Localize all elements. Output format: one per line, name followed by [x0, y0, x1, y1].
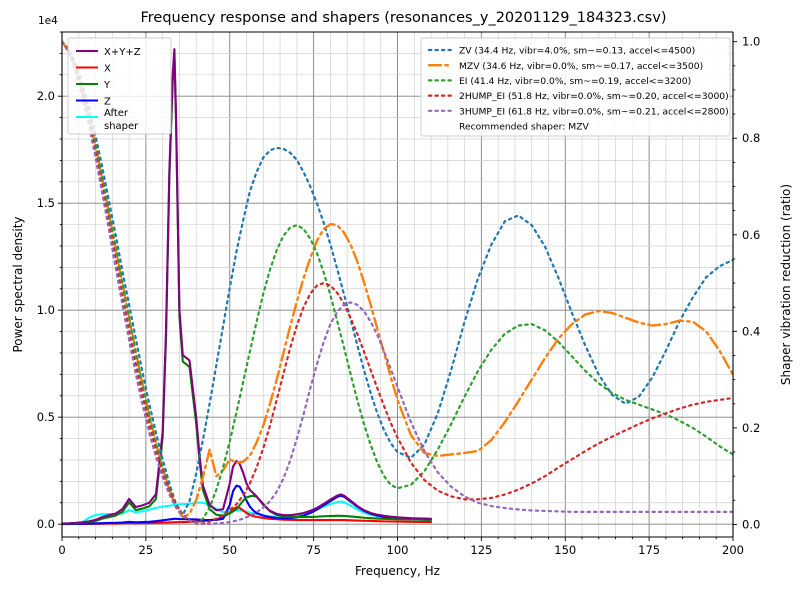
y-tick-label: 1.0	[37, 303, 55, 317]
y-tick-label-right: 0.4	[742, 324, 760, 338]
y-tick-label-right: 0.2	[742, 421, 760, 435]
shaper-curve-ei	[62, 40, 733, 525]
shaper-curve-3hump_ei	[62, 40, 733, 526]
x-tick-label: 50	[222, 543, 237, 557]
x-tick-label: 200	[722, 543, 744, 557]
y-tick-label: 0.0	[37, 517, 55, 531]
legend-left-label: X+Y+Z	[104, 47, 141, 58]
x-tick-label: 175	[638, 543, 660, 557]
legend-left-label: After	[104, 108, 129, 119]
legend-left-label: shaper	[104, 121, 139, 132]
legend-left-label: X	[104, 64, 111, 75]
y-axis-label-left: Power spectral density	[11, 216, 25, 352]
psd-curve-after-shaper	[62, 500, 433, 525]
legend-right: ZV (34.4 Hz, vibr=4.0%, sm~=0.13, accel<…	[420, 37, 731, 137]
y-tick-label: 2.0	[37, 89, 55, 103]
y-axis-right: 0.0 0.2 0.4 0.6 0.8 1.0 Shaper vibration reduc…	[733, 35, 793, 531]
legend-right-label: MZV (34.6 Hz, vibr=0.0%, sm~=0.17, accel…	[459, 61, 703, 72]
x-tick-label: 150	[554, 543, 576, 557]
legend-left-label: Z	[104, 97, 111, 108]
x-tick-label: 25	[139, 543, 154, 557]
psd-curve-y	[62, 54, 433, 525]
x-axis: 0 25 50 75 100 125 150 175 200 Frequency, Hz	[58, 537, 744, 578]
legend-left-box	[67, 37, 172, 135]
data-layer	[62, 40, 733, 526]
shaper-curve-mzv	[62, 40, 733, 519]
y-tick-label: 1.5	[37, 196, 55, 210]
x-axis-label: Frequency, Hz	[355, 564, 440, 578]
legend-right-label: 3HUMP_EI (61.8 Hz, vibr=0.0%, sm~=0.21, …	[459, 106, 729, 117]
x-tick-label: 125	[470, 543, 492, 557]
y-tick-label: 0.5	[37, 410, 55, 424]
y-tick-label-right: 0.8	[742, 131, 760, 145]
shaper-curve-2hump_ei	[62, 40, 733, 525]
legend-right-box	[420, 37, 731, 137]
shaper-curve-zv	[62, 40, 733, 516]
chart-title: Frequency response and shapers (resonanc…	[141, 10, 667, 26]
y-axis-left: 0.0 0.5 1.0 1.5 2.0 Power spectral density 1e4	[11, 15, 62, 531]
y-axis-label-right: Shaper vibration reduction (ratio)	[779, 184, 793, 385]
y-axis-offset-text: 1e4	[38, 15, 58, 27]
y-tick-label-right: 0.0	[742, 517, 760, 531]
legend-right-label: 2HUMP_EI (51.8 Hz, vibr=0.0%, sm~=0.20, …	[459, 91, 729, 102]
y-tick-label-right: 1.0	[742, 35, 760, 49]
x-tick-label: 100	[387, 543, 409, 557]
legend-right-note: Recommended shaper: MZV	[459, 122, 589, 133]
x-tick-label: 0	[58, 543, 65, 557]
legend-right-label: EI (41.4 Hz, vibr=0.0%, sm~=0.19, accel<…	[459, 76, 691, 87]
x-tick-label: 75	[306, 543, 321, 557]
y-tick-label-right: 0.6	[742, 228, 760, 242]
legend-right-label: ZV (34.4 Hz, vibr=4.0%, sm~=0.13, accel<…	[459, 46, 695, 57]
legend-left-label: Y	[103, 80, 111, 91]
